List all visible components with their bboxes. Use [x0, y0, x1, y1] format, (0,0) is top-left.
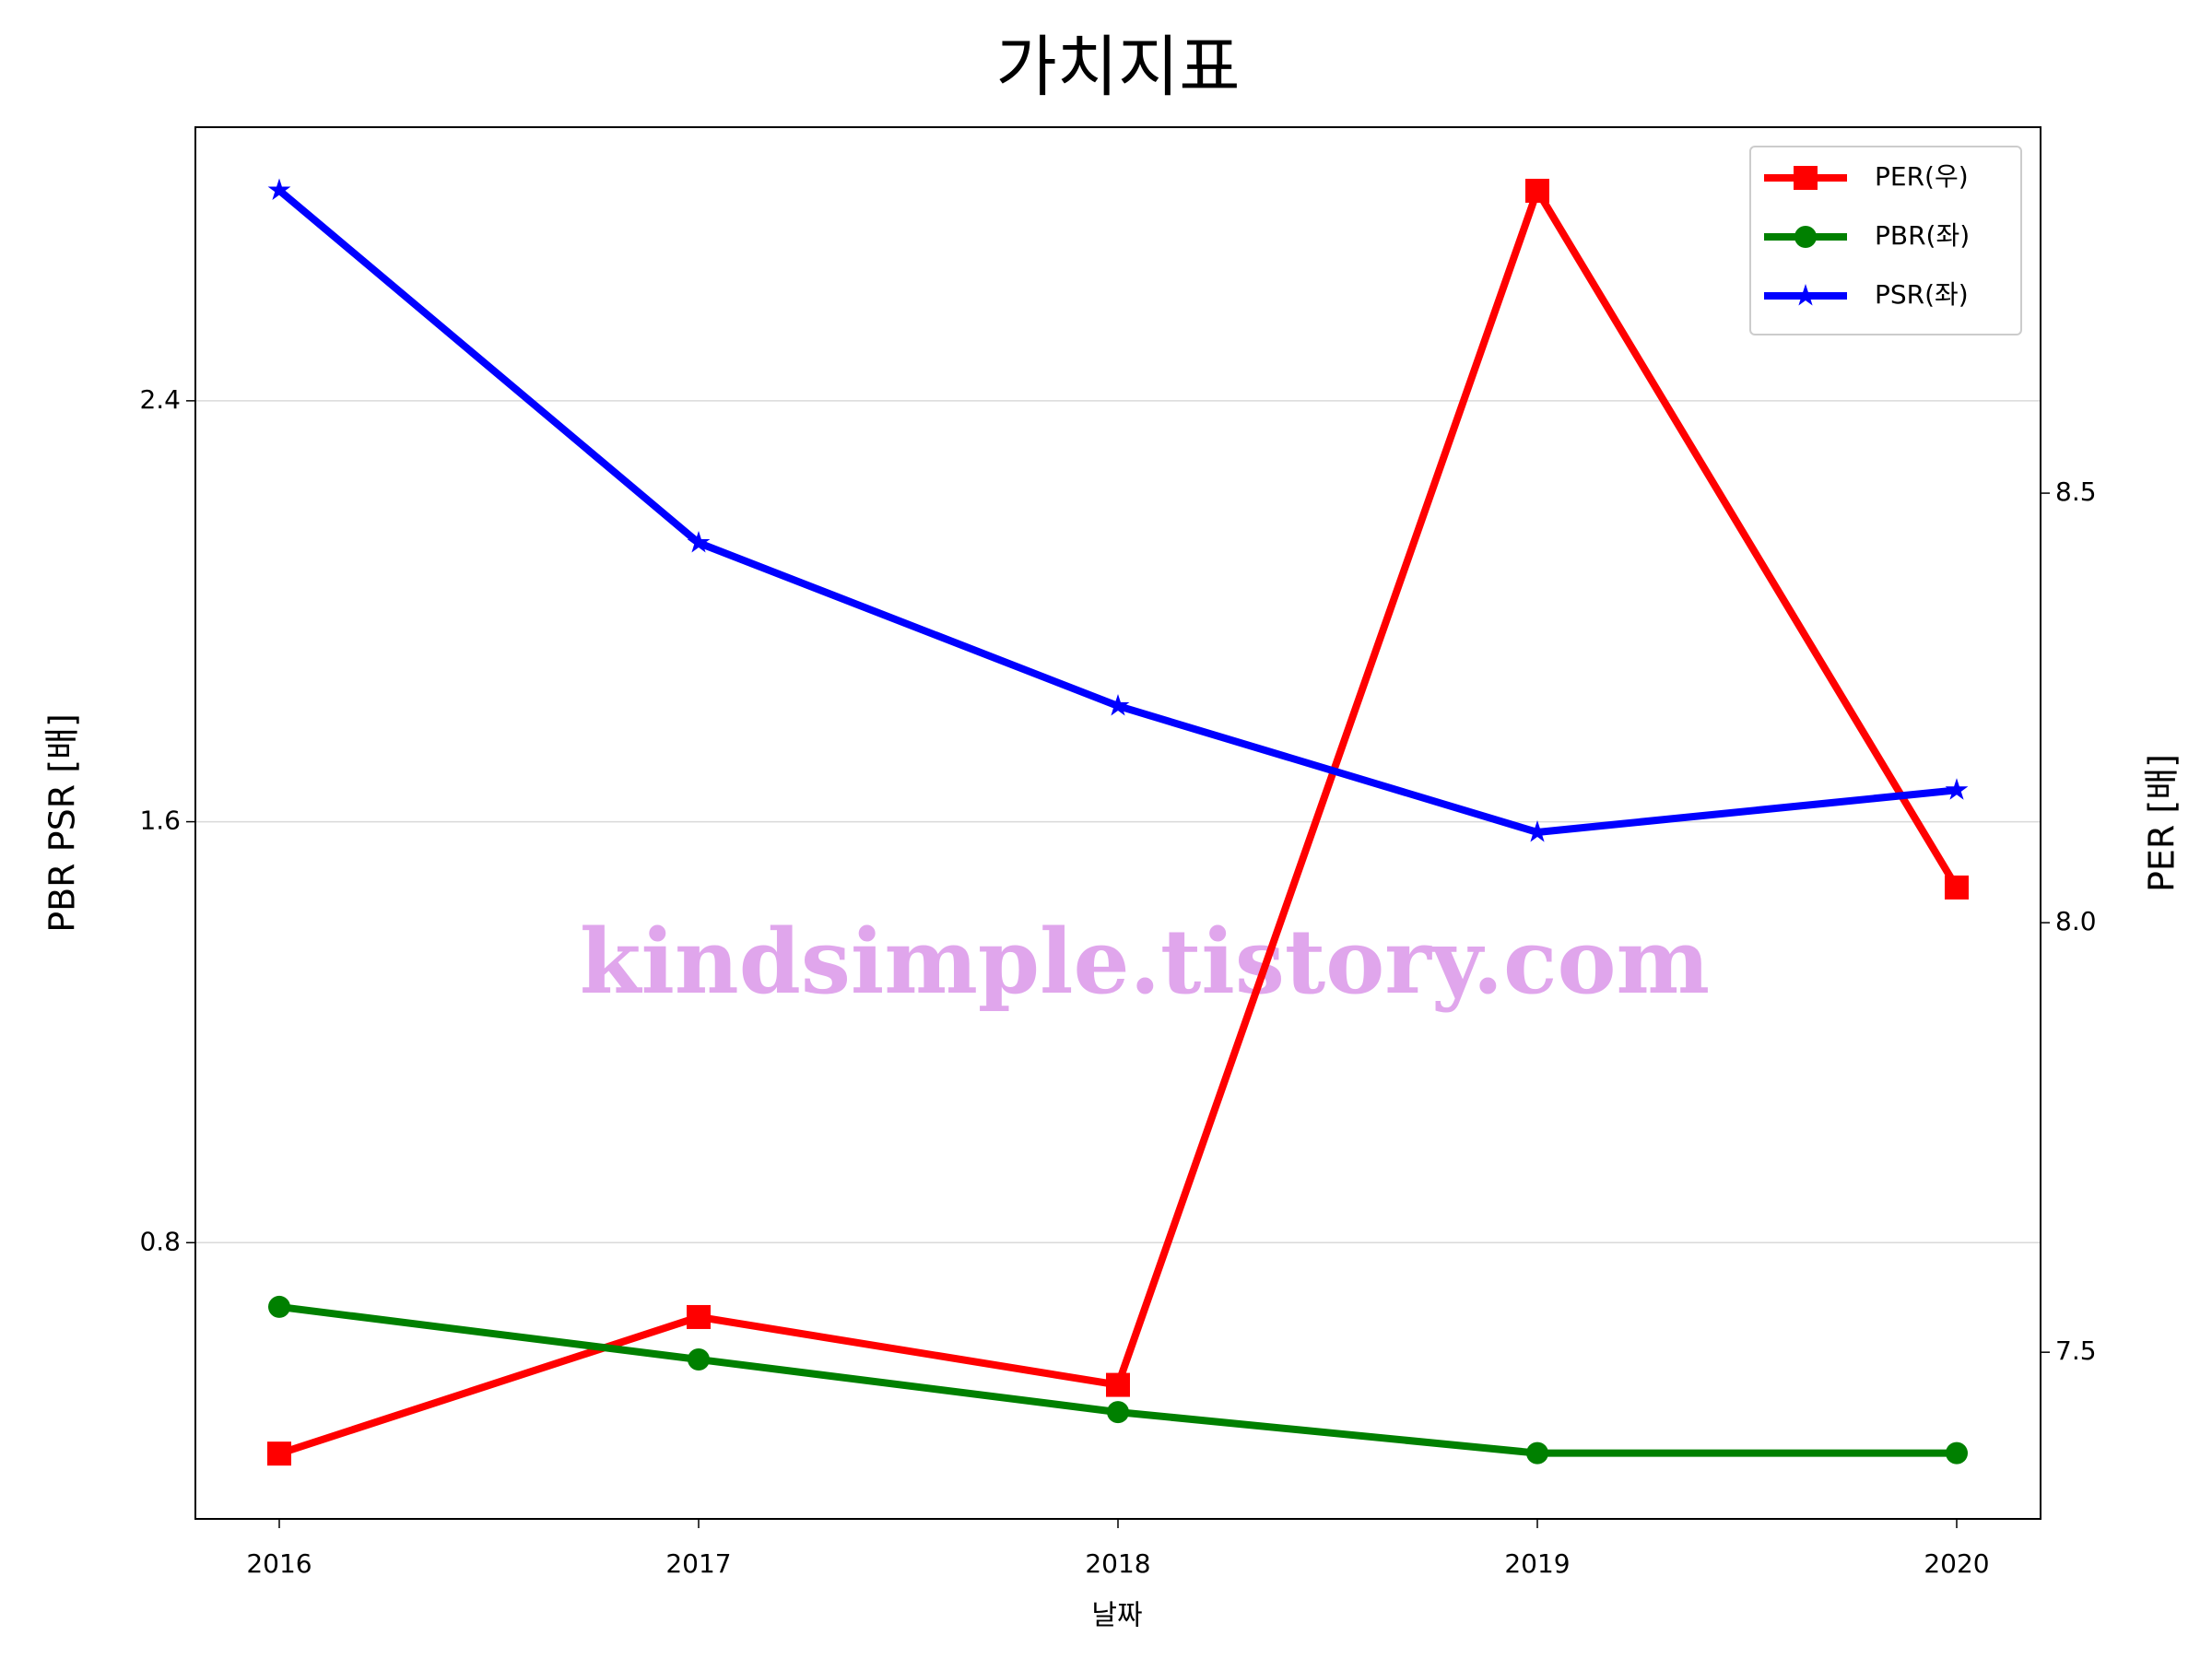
watermark: kindsimple.tistory.com — [580, 910, 1710, 1014]
marker — [268, 1295, 290, 1318]
marker — [1945, 778, 1969, 800]
marker — [1945, 875, 1969, 900]
marker — [1946, 1441, 1968, 1465]
x-tick-label: 2019 — [1504, 1548, 1570, 1579]
legend-label: PBR(좌) — [1875, 220, 1970, 251]
y2-tick-label: 8.0 — [2055, 906, 2097, 936]
y-tick-label: 0.8 — [139, 1226, 181, 1256]
x-tick-label: 2016 — [246, 1548, 312, 1579]
marker — [688, 1348, 710, 1371]
y-tick-label: 2.4 — [139, 384, 181, 415]
chart-title: 가치지표 — [996, 29, 1241, 106]
marker — [1794, 226, 1817, 248]
marker — [1106, 694, 1130, 716]
series — [268, 1295, 1968, 1465]
y2-tick-label: 7.5 — [2055, 1335, 2097, 1366]
marker — [1525, 178, 1549, 203]
marker — [1525, 820, 1549, 842]
x-tick-label: 2018 — [1085, 1548, 1150, 1579]
marker — [1794, 284, 1818, 306]
marker — [687, 531, 711, 553]
marker — [687, 1304, 711, 1329]
legend-box — [1749, 146, 2022, 335]
marker — [1526, 1441, 1548, 1465]
x-tick-label: 2020 — [1924, 1548, 1989, 1579]
legend-label: PER(우) — [1875, 161, 1969, 192]
series — [267, 178, 1969, 1466]
y-axis-label: PBR PSR [배] — [42, 713, 83, 933]
y2-tick-label: 8.5 — [2055, 477, 2097, 507]
x-tick-label: 2017 — [665, 1548, 731, 1579]
y-tick-label: 1.6 — [139, 806, 181, 836]
marker — [267, 1441, 291, 1466]
marker — [1794, 166, 1818, 190]
plot-frame — [194, 126, 2041, 1520]
y2-axis-label: PER [배] — [2142, 754, 2183, 892]
series — [267, 178, 1969, 842]
marker — [1106, 1372, 1130, 1397]
x-axis-label: 날짜 — [1091, 1600, 1142, 1632]
marker — [1107, 1401, 1129, 1424]
legend-label: PSR(좌) — [1875, 279, 1969, 310]
marker — [267, 178, 291, 200]
